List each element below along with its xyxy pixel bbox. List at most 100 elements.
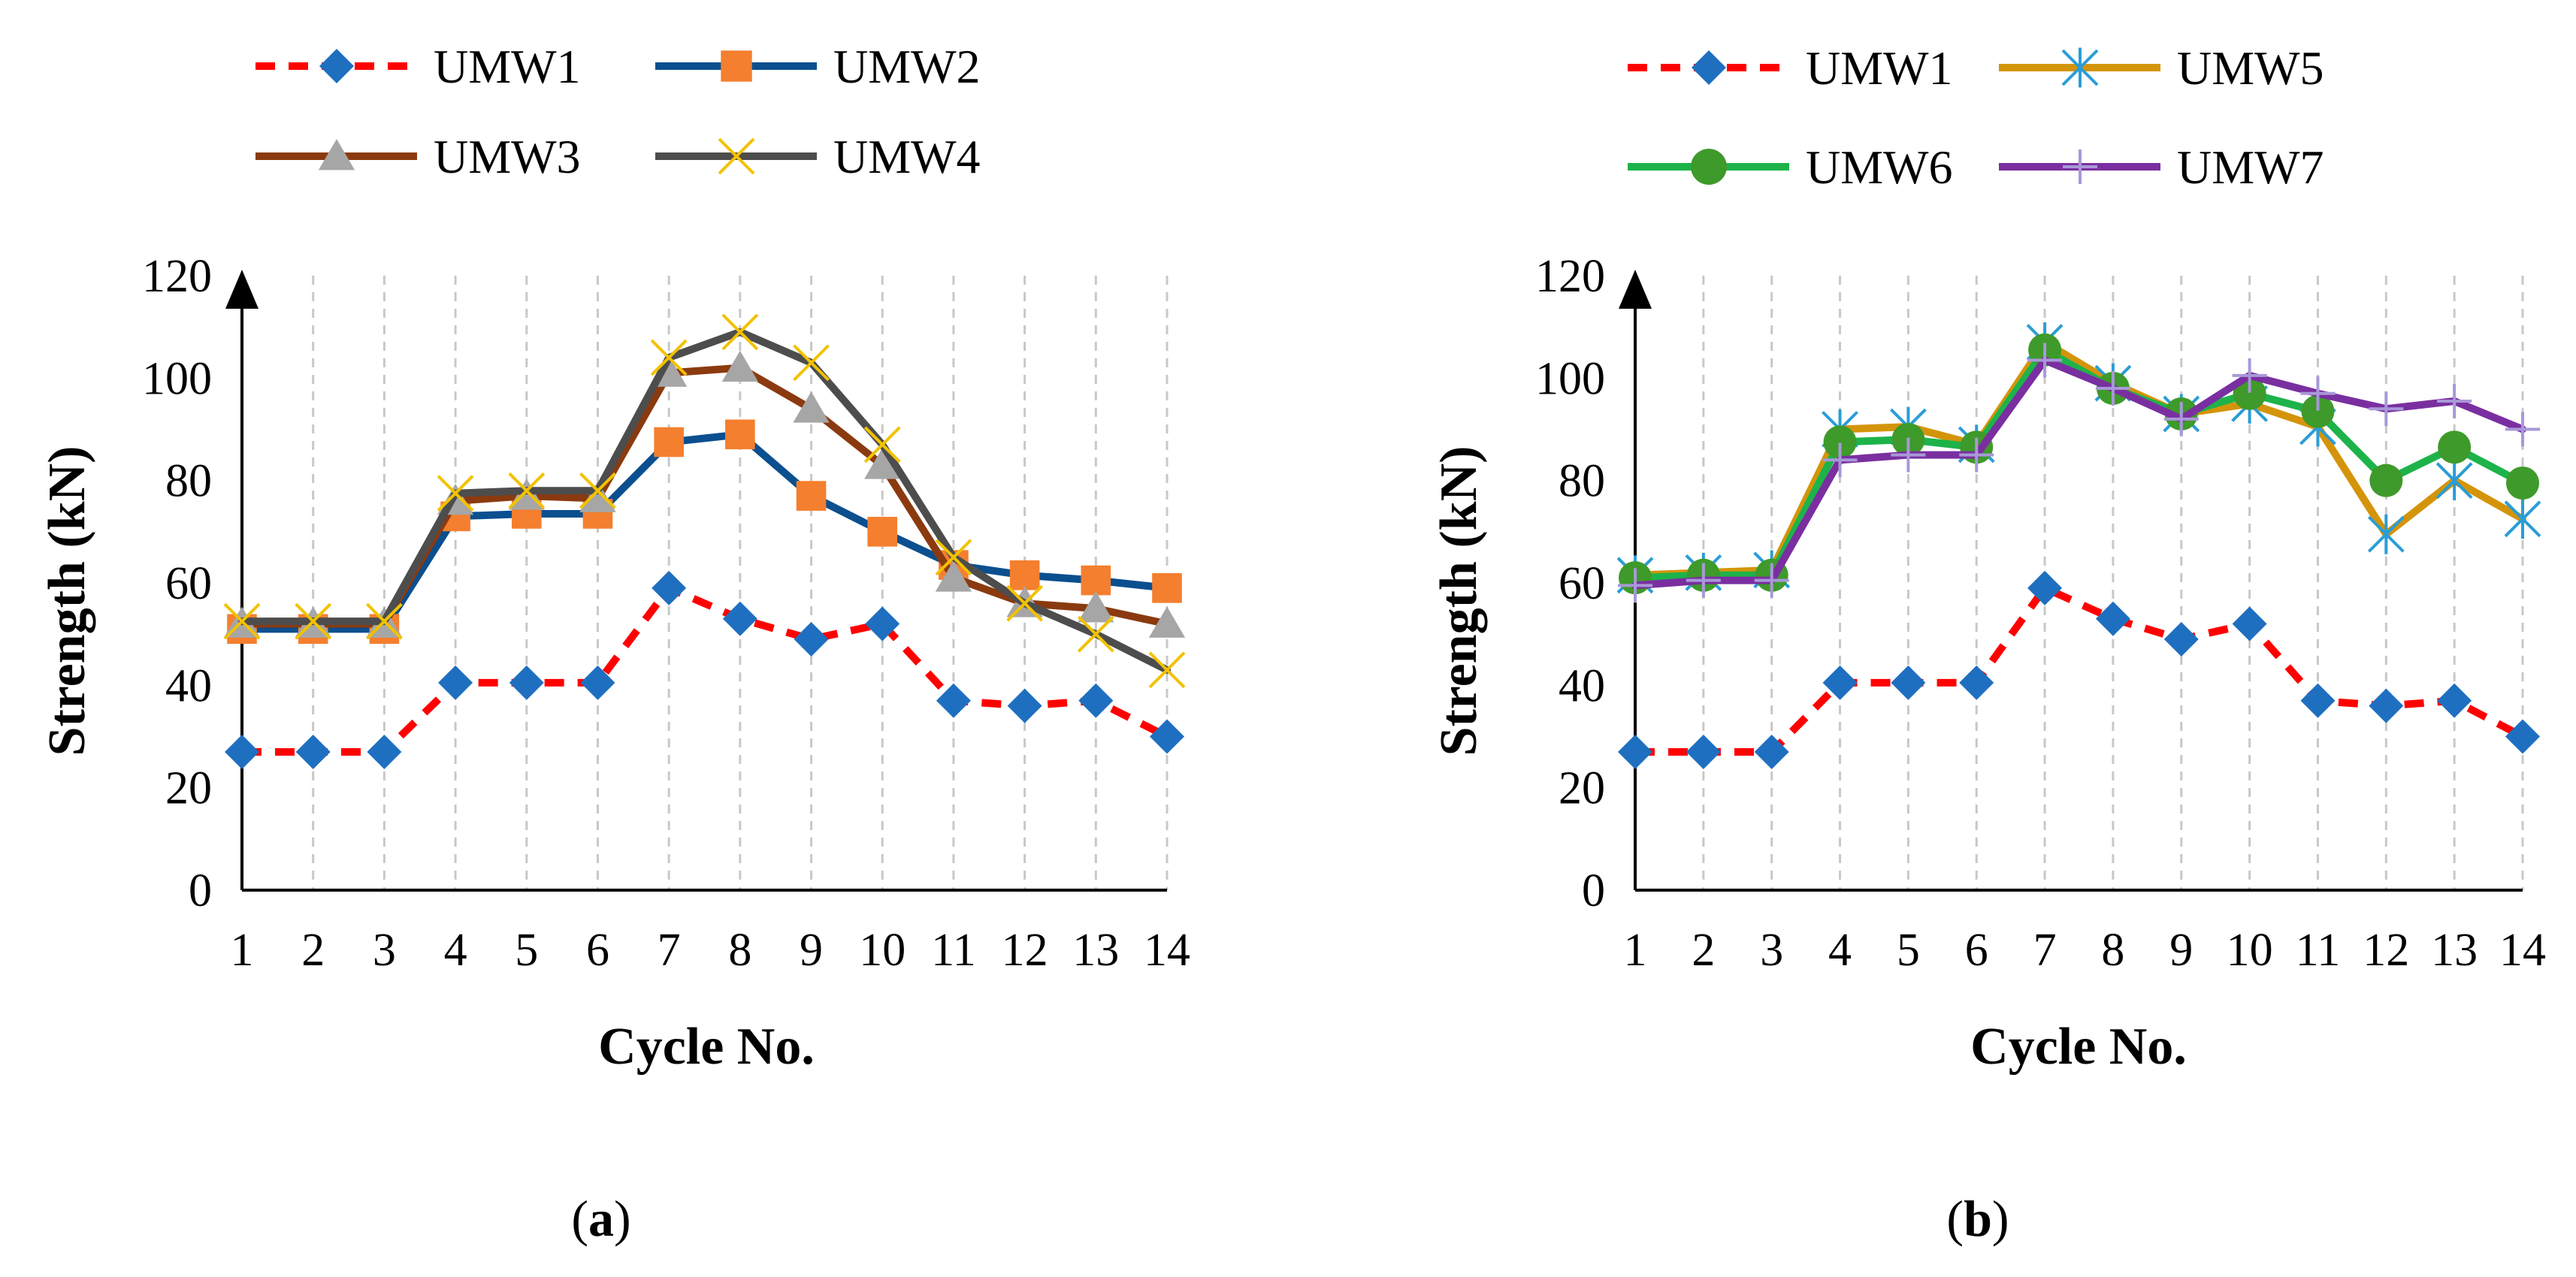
y-tick-label: 100 [1535,353,1605,404]
caption-paren-close: ) [614,1190,631,1247]
y-tick-label: 60 [1559,558,1605,609]
caption-paren-close: ) [1992,1190,2009,1247]
x-tick-label: 8 [728,925,751,976]
caption-paren-open: ( [1946,1190,1964,1247]
series-line-umw1 [1635,588,2523,752]
data-point-umw1 [723,602,757,636]
x-tick-label: 4 [1828,925,1852,976]
data-point-umw2 [867,517,897,547]
data-point-umw7 [2505,412,2540,447]
y-tick-label: 0 [1582,865,1605,916]
y-axis-label: Strength (kN) [38,446,96,756]
data-point-umw2 [1152,573,1182,603]
x-tick-label: 4 [444,925,467,976]
x-tick-label: 14 [2499,925,2546,976]
y-tick-label: 120 [1535,251,1605,302]
data-point-umw7 [2369,391,2403,426]
y-axis-label: Strength (kN) [1430,446,1488,756]
x-tick-label: 12 [1002,925,1048,976]
data-point-umw1 [652,571,686,605]
data-point-umw6 [2506,466,2539,500]
data-point-umw1 [438,666,473,700]
x-tick-label: 11 [2296,925,2341,976]
data-point-umw1 [2164,622,2199,657]
legend-marker-umw2 [721,50,751,81]
data-point-umw2 [654,427,684,457]
x-tick-label: 13 [2431,925,2478,976]
data-point-umw1 [794,622,829,657]
y-tick-label: 0 [189,865,212,916]
data-point-umw3 [793,391,829,422]
x-tick-label: 9 [800,925,823,976]
x-tick-label: 5 [1897,925,1920,976]
x-tick-label: 8 [2101,925,2124,976]
x-tick-label: 3 [1760,925,1783,976]
data-point-umw1 [1959,666,1994,700]
data-point-umw1 [1618,735,1652,769]
panel-caption: (b) [1946,1190,2009,1247]
figure: 0204060801001201 2 3 4 5 6 7 8 9 10 11 12 13 14Cycle … [0,0,2576,1277]
data-point-umw1 [2505,720,2540,754]
data-point-umw5 [2437,460,2472,500]
caption-letter: a [588,1190,614,1247]
x-tick-label: 6 [1965,925,1988,976]
caption-paren-open: ( [571,1190,588,1247]
legend-marker-umw7 [2063,149,2097,184]
data-point-umw5 [2369,515,2403,554]
legend-label-umw7: UMW7 [2177,140,2324,194]
data-point-umw6 [2438,430,2471,463]
data-point-umw1 [1686,735,1721,769]
legend-label-umw3: UMW3 [434,130,581,183]
x-tick-label: 10 [2227,925,2273,976]
y-tick-label: 40 [1559,660,1605,711]
data-point-umw2 [725,420,755,450]
chart-panel-b: 0204060801001201 2 3 4 5 6 7 8 9 10 11 12 13 14Cycle … [1430,41,2546,1247]
data-point-umw1 [509,666,544,700]
data-point-umw1 [2369,689,2403,723]
x-tick-label: 5 [515,925,538,976]
y-axis-arrow [1619,270,1652,309]
caption-letter: b [1964,1190,1992,1247]
x-tick-label: 10 [859,925,906,976]
x-tick-label: 3 [373,925,396,976]
legend-label-umw2: UMW2 [833,40,981,93]
x-tick-label: 14 [1144,925,1190,976]
y-axis-arrow [225,270,259,309]
data-point-umw1 [1078,684,1113,718]
data-point-umw2 [1010,560,1040,590]
x-tick-label: 11 [931,925,976,976]
x-tick-label: 1 [231,925,254,976]
x-tick-label: 2 [1692,925,1715,976]
x-tick-label: 13 [1072,925,1119,976]
x-tick-label: 7 [658,925,681,976]
legend-label-umw5: UMW5 [2177,41,2324,95]
data-point-umw1 [1150,720,1184,754]
series-line-umw6 [1635,350,2523,578]
data-point-umw7 [2437,384,2472,418]
legend-marker-umw6 [1691,149,1727,185]
y-tick-label: 80 [165,456,212,507]
data-point-umw2 [797,481,827,511]
y-tick-label: 60 [165,558,212,609]
data-point-umw5 [2505,499,2540,539]
y-tick-label: 40 [165,660,212,711]
x-axis-label: Cycle No. [1970,1018,2187,1076]
y-tick-label: 120 [142,251,212,302]
x-tick-label: 1 [1624,925,1647,976]
data-point-umw1 [1891,666,1925,700]
legend-label-umw4: UMW4 [833,130,981,183]
data-point-umw1 [1008,689,1042,723]
data-point-umw1 [2300,684,2335,718]
data-point-umw1 [225,735,259,769]
x-tick-label: 6 [586,925,609,976]
legend-label-umw1: UMW1 [434,40,581,93]
y-tick-label: 20 [1559,763,1605,814]
legend-marker-umw1 [319,49,354,83]
legend-marker-umw1 [1692,50,1726,85]
data-point-umw1 [2233,607,2267,642]
x-tick-label: 2 [301,925,325,976]
x-tick-label: 7 [2033,925,2057,976]
panel-caption: (a) [571,1190,630,1247]
data-point-umw1 [936,684,971,718]
x-tick-label: 12 [2363,925,2409,976]
